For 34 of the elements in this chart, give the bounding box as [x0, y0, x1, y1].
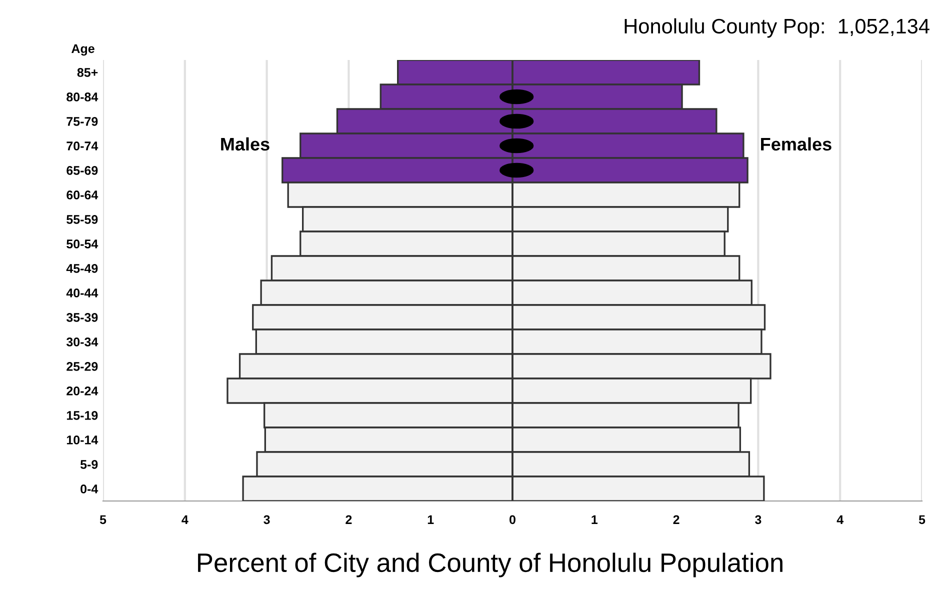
x-tick-label: 4 [836, 515, 844, 524]
x-axis-title: Percent of City and County of Honolulu Population [198, 552, 782, 578]
x-tick-label: 4 [182, 515, 188, 524]
x-tick-label: 3 [755, 515, 762, 524]
x-tick-label: 5 [918, 515, 926, 524]
y-tick-label: 85+ [77, 68, 98, 77]
x-tick-label: 0 [510, 515, 516, 524]
y-tick-label: 25-29 [66, 362, 98, 371]
y-tick-label: 80-84 [66, 92, 98, 102]
y-tick-label: 40-44 [66, 288, 98, 298]
y-tick-label: 45-49 [66, 264, 98, 273]
x-tick-label: 2 [346, 515, 352, 524]
y-tick-label: 75-79 [66, 117, 98, 126]
y-tick-label: 15-19 [66, 411, 98, 420]
x-tick-label: 3 [264, 515, 270, 524]
y-tick-label: 10-14 [66, 436, 98, 444]
y-tick-label: 35-39 [66, 313, 98, 322]
y-tick-label: 65-69 [66, 166, 98, 175]
y-tick-label: 0-4 [80, 484, 98, 494]
x-tick-label: 2 [673, 515, 680, 524]
x-tick-label: 1 [592, 515, 598, 524]
y-tick-label: 60-64 [66, 190, 98, 200]
y-tick-label: 5-9 [80, 460, 98, 469]
x-tick-label: 5 [100, 515, 106, 524]
y-tick-label: 30-34 [66, 338, 98, 346]
x-tick-label: 1 [428, 515, 434, 524]
chart-title: Honolulu County Pop: 1,052,134 [624, 18, 930, 38]
y-tick-label: 70-74 [66, 142, 98, 150]
y-tick-label: 55-59 [66, 215, 98, 224]
series-label: Males [221, 137, 270, 151]
y-axis-title: Age [72, 44, 94, 56]
y-tick-label: 50-54 [66, 240, 98, 248]
series-label: Females [761, 137, 832, 151]
y-tick-label: 20-24 [66, 386, 98, 396]
